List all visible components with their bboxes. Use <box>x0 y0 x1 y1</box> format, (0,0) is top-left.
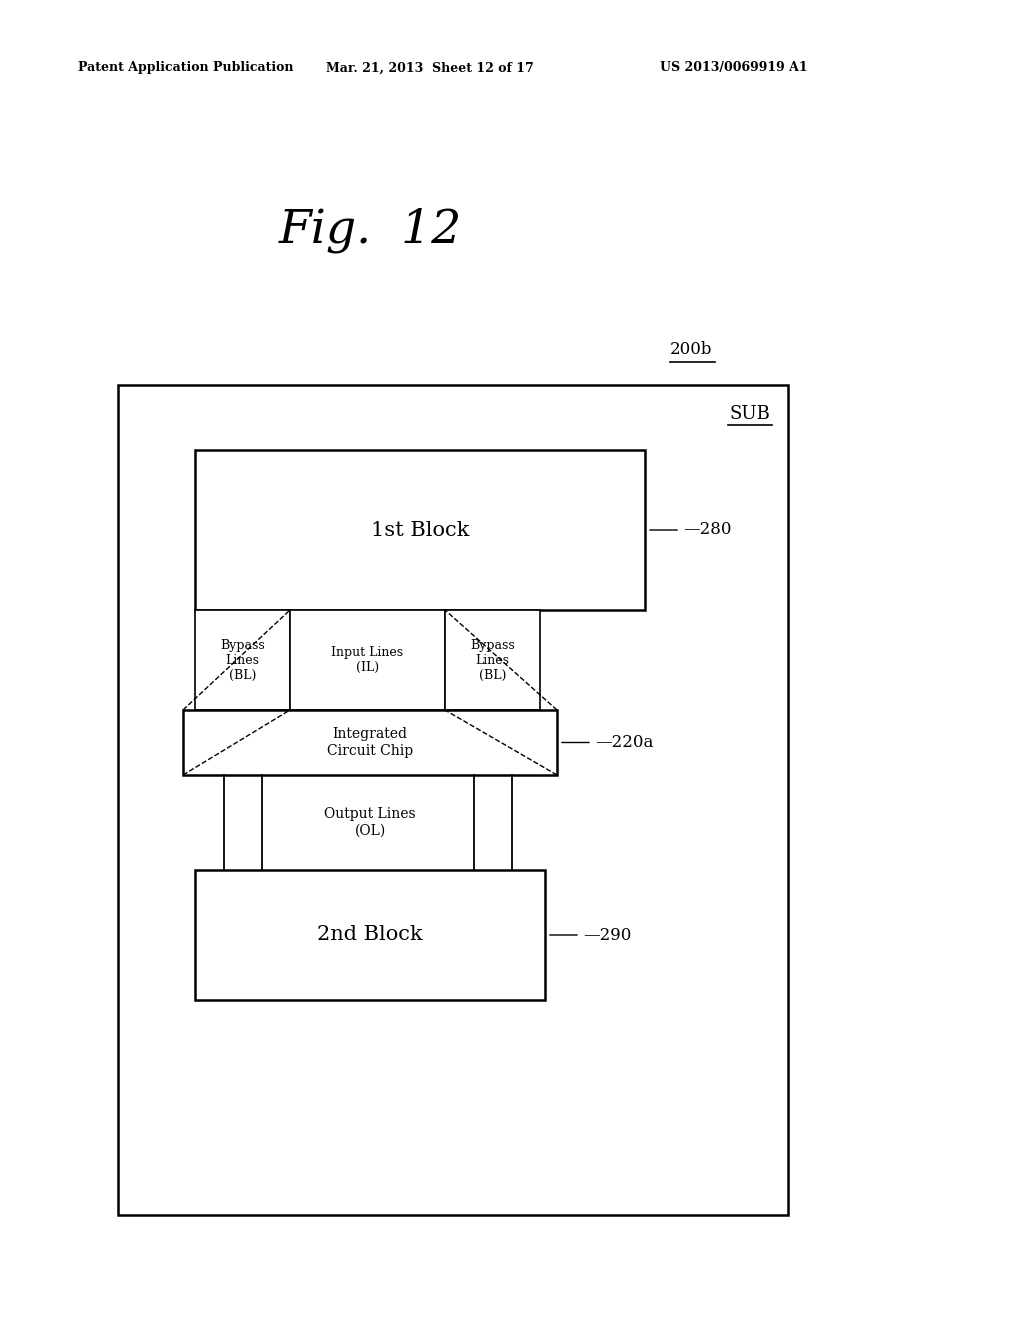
Bar <box>183 710 557 775</box>
Text: Fig.  12: Fig. 12 <box>279 207 462 252</box>
Text: US 2013/0069919 A1: US 2013/0069919 A1 <box>660 62 808 74</box>
Text: 1st Block: 1st Block <box>371 520 469 540</box>
Text: Patent Application Publication: Patent Application Publication <box>78 62 294 74</box>
Text: SUB: SUB <box>729 405 770 422</box>
Text: —280: —280 <box>683 521 731 539</box>
Text: Bypass
Lines
(BL): Bypass Lines (BL) <box>220 639 265 681</box>
Text: Input Lines
(IL): Input Lines (IL) <box>332 645 403 675</box>
Bar <box>195 450 645 610</box>
Bar <box>195 610 290 710</box>
Bar <box>290 610 445 710</box>
Bar <box>445 610 540 710</box>
Text: Mar. 21, 2013  Sheet 12 of 17: Mar. 21, 2013 Sheet 12 of 17 <box>326 62 534 74</box>
Text: —290: —290 <box>583 927 632 944</box>
Text: 200b: 200b <box>670 341 713 358</box>
Text: Output Lines
(OL): Output Lines (OL) <box>325 808 416 838</box>
Bar <box>195 870 545 1001</box>
Text: —220a: —220a <box>595 734 653 751</box>
Text: 2nd Block: 2nd Block <box>317 925 423 945</box>
Text: Bypass
Lines
(BL): Bypass Lines (BL) <box>470 639 515 681</box>
Bar <box>118 385 788 1214</box>
Text: Integrated
Circuit Chip: Integrated Circuit Chip <box>327 727 413 758</box>
